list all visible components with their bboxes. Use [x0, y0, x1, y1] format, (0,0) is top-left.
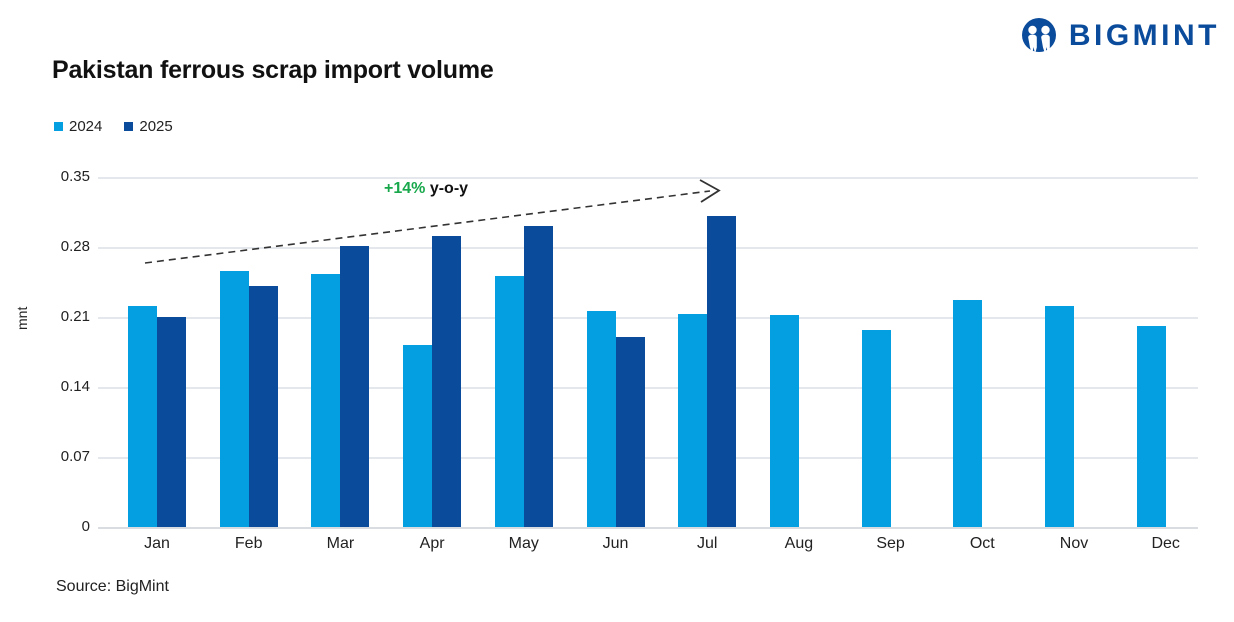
- x-tick-label: Jun: [602, 535, 629, 552]
- y-tick-label: 0.21: [60, 308, 90, 325]
- gridline: [98, 527, 1198, 529]
- source-note: Source: BigMint: [56, 578, 169, 595]
- bar-nov-2024[interactable]: [1045, 306, 1074, 527]
- bar-apr-2025[interactable]: [432, 236, 462, 527]
- bar-mar-2024[interactable]: [311, 274, 341, 527]
- y-axis-ticks: 0 0.07 0.14 0.21 0.28 0.35: [28, 0, 90, 622]
- page-title: Pakistan ferrous scrap import volume: [52, 56, 494, 84]
- legend-swatch-icon: [124, 122, 134, 131]
- y-tick-label: 0.28: [60, 238, 90, 255]
- x-tick-label: Aug: [784, 535, 814, 552]
- legend-item-2024[interactable]: 2024: [54, 118, 102, 135]
- trend-annotation-suffix: y-o-y: [425, 180, 469, 197]
- x-tick-label: Mar: [326, 535, 355, 552]
- bigmint-circle-figures-icon: [1021, 18, 1056, 54]
- trend-annotation: +14% y-o-y: [384, 180, 468, 198]
- bar-jun-2025[interactable]: [615, 337, 645, 527]
- brand-wordmark: BIGMINT: [1068, 19, 1220, 52]
- x-tick-label: Jan: [144, 535, 170, 552]
- y-tick-label: 0: [81, 518, 90, 535]
- brand-logo: BIGMINT: [1019, 16, 1220, 56]
- legend-swatch-icon: [54, 122, 63, 131]
- chart-legend: 2024 2025: [54, 118, 173, 135]
- x-tick-label: Nov: [1059, 535, 1089, 552]
- bar-jul-2024[interactable]: [678, 314, 708, 527]
- legend-item-2025[interactable]: 2025: [124, 118, 173, 135]
- bar-jan-2025[interactable]: [157, 317, 186, 527]
- gridline: [98, 247, 1198, 249]
- x-tick-label: Oct: [969, 535, 995, 552]
- bar-may-2025[interactable]: [523, 226, 553, 527]
- y-tick-label: 0.35: [60, 168, 90, 185]
- x-tick-label: Apr: [419, 535, 445, 552]
- x-tick-label: Feb: [234, 535, 263, 552]
- bar-apr-2024[interactable]: [403, 345, 433, 527]
- x-tick-label: Jul: [696, 535, 718, 552]
- legend-label: 2025: [139, 118, 173, 135]
- gridline: [98, 387, 1198, 389]
- bar-jun-2024[interactable]: [586, 311, 616, 527]
- x-tick-label: May: [508, 535, 539, 552]
- trend-annotation-percent: +14%: [384, 180, 426, 197]
- x-tick-label: Sep: [876, 535, 905, 552]
- y-tick-label: 0.07: [60, 448, 90, 465]
- bar-feb-2024[interactable]: [219, 271, 249, 527]
- bar-sep-2024[interactable]: [861, 330, 891, 527]
- bar-jan-2024[interactable]: [128, 306, 157, 527]
- bar-may-2024[interactable]: [494, 276, 524, 527]
- bar-aug-2024[interactable]: [769, 315, 799, 527]
- legend-label: 2024: [69, 118, 103, 135]
- y-tick-label: 0.14: [60, 378, 90, 395]
- bar-oct-2024[interactable]: [953, 300, 983, 527]
- bar-jul-2025[interactable]: [707, 216, 737, 527]
- gridline: [98, 177, 1198, 179]
- bar-feb-2025[interactable]: [248, 286, 278, 527]
- gridline: [98, 457, 1198, 459]
- gridline: [98, 317, 1198, 319]
- bar-dec-2024[interactable]: [1136, 326, 1166, 527]
- bar-mar-2025[interactable]: [340, 246, 370, 527]
- x-tick-label: Dec: [1151, 535, 1180, 552]
